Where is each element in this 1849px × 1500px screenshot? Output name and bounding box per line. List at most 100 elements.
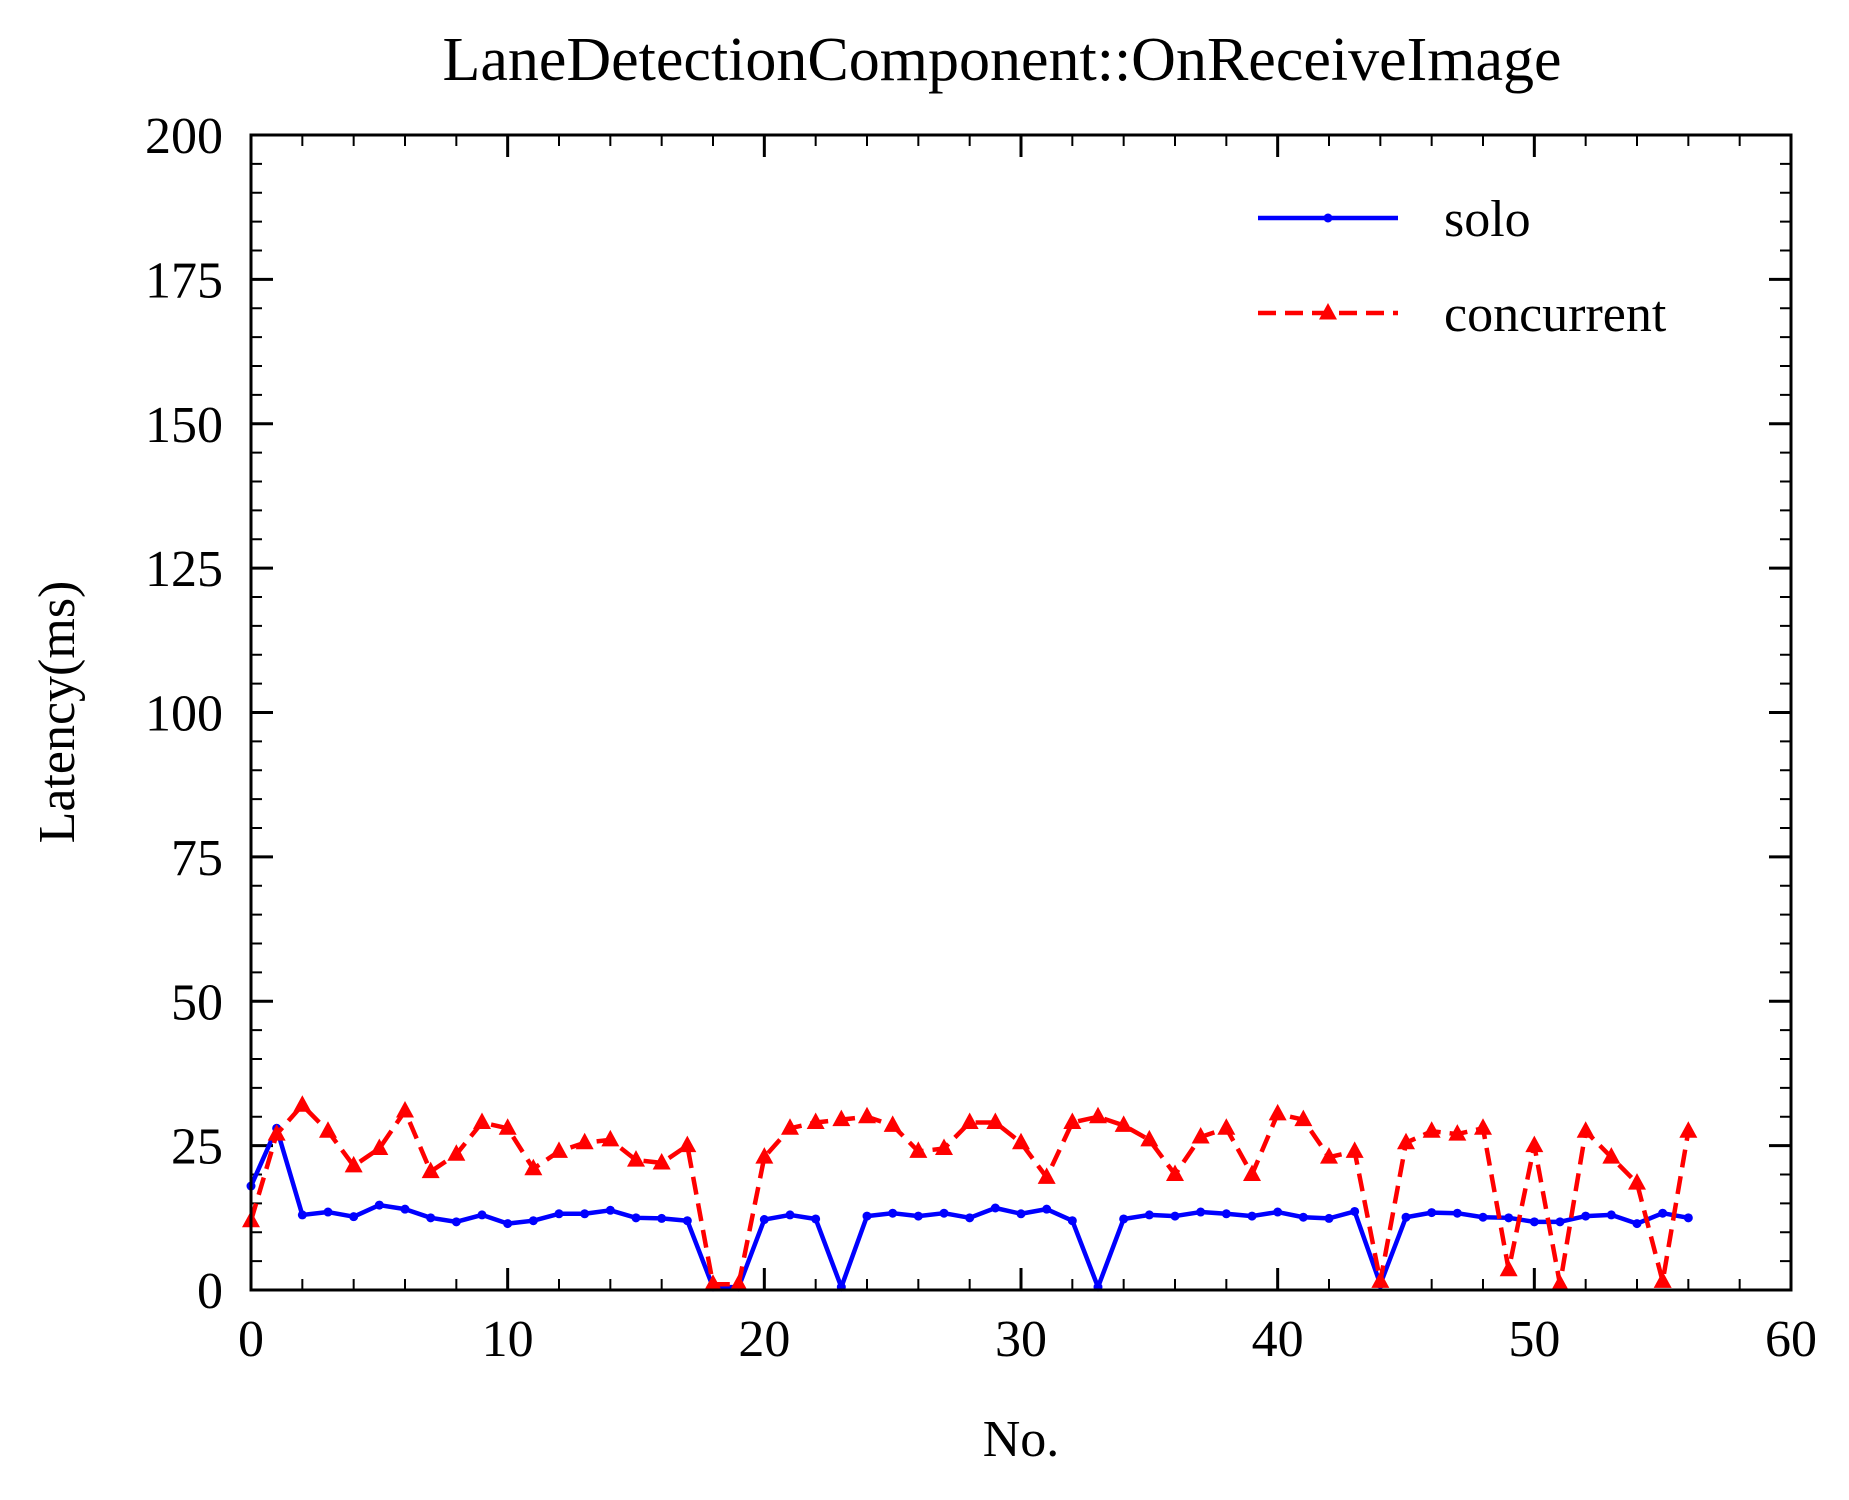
data-point-solo xyxy=(682,1216,692,1226)
data-point-solo xyxy=(1324,1213,1334,1223)
data-point-concurrent xyxy=(1576,1121,1595,1138)
data-point-solo xyxy=(400,1204,410,1214)
data-point-concurrent xyxy=(421,1161,440,1179)
series-line-concurrent xyxy=(248,1102,1691,1287)
chart-title: LaneDetectionComponent::OnReceiveImage xyxy=(442,26,1561,94)
x-tick-label: 0 xyxy=(238,1311,264,1368)
data-point-concurrent xyxy=(909,1141,928,1158)
data-point-concurrent xyxy=(1012,1132,1030,1150)
data-point-concurrent xyxy=(1063,1112,1082,1130)
data-point-solo xyxy=(759,1215,769,1225)
series-concurrent xyxy=(242,1095,1698,1291)
data-point-solo xyxy=(323,1207,333,1217)
data-point-solo xyxy=(1658,1208,1668,1218)
data-point-concurrent xyxy=(344,1155,363,1173)
data-point-solo xyxy=(297,1210,307,1220)
data-point-solo xyxy=(657,1213,667,1223)
legend-marker-concurrent xyxy=(1319,303,1337,320)
data-point-concurrent xyxy=(267,1124,286,1141)
data-point-concurrent xyxy=(652,1152,671,1170)
y-tick-label: 175 xyxy=(145,252,223,309)
data-point-solo xyxy=(965,1213,975,1223)
data-point-solo xyxy=(1170,1211,1180,1221)
legend-marker-solo xyxy=(1323,213,1333,223)
data-point-concurrent xyxy=(1422,1121,1441,1138)
data-point-solo xyxy=(426,1213,436,1223)
data-point-concurrent xyxy=(1166,1164,1184,1181)
plot-frame xyxy=(249,133,1793,1292)
legend-label-solo: solo xyxy=(1444,191,1531,248)
x-tick-label: 20 xyxy=(738,1311,790,1368)
data-point-solo xyxy=(811,1214,821,1224)
data-point-concurrent xyxy=(729,1274,748,1291)
series-lines xyxy=(242,1095,1698,1292)
data-point-solo xyxy=(862,1211,872,1221)
data-point-concurrent xyxy=(473,1112,491,1130)
data-point-solo xyxy=(939,1208,949,1218)
data-point-concurrent xyxy=(550,1141,568,1158)
x-tick-label: 30 xyxy=(995,1311,1047,1368)
data-point-concurrent xyxy=(678,1135,697,1153)
data-point-solo xyxy=(913,1211,923,1221)
data-point-concurrent xyxy=(524,1158,543,1176)
data-point-concurrent xyxy=(1140,1129,1159,1147)
data-point-solo xyxy=(1119,1214,1129,1224)
data-point-concurrent xyxy=(1448,1124,1467,1141)
series-line-solo xyxy=(248,1126,1689,1290)
x-tick-label: 10 xyxy=(482,1311,534,1368)
data-point-solo xyxy=(1298,1212,1308,1222)
y-tick-label: 75 xyxy=(171,830,223,887)
data-point-concurrent xyxy=(1191,1126,1210,1144)
data-point-concurrent xyxy=(1525,1135,1544,1153)
data-point-solo xyxy=(1221,1209,1231,1219)
y-tick-label: 125 xyxy=(145,541,223,598)
data-point-concurrent xyxy=(1217,1118,1236,1135)
data-point-concurrent xyxy=(1551,1274,1569,1291)
data-point-concurrent xyxy=(832,1109,851,1127)
data-point-solo xyxy=(1581,1211,1591,1221)
data-point-solo xyxy=(605,1205,615,1215)
data-point-solo xyxy=(1606,1210,1616,1220)
data-point-concurrent xyxy=(1628,1173,1646,1190)
data-point-solo xyxy=(1042,1204,1052,1214)
data-point-concurrent xyxy=(1268,1103,1287,1121)
data-point-solo xyxy=(503,1219,513,1229)
data-point-solo xyxy=(374,1200,384,1210)
data-point-solo xyxy=(580,1209,590,1219)
y-tick-label: 200 xyxy=(145,108,223,165)
data-point-concurrent xyxy=(627,1150,645,1167)
data-point-solo xyxy=(1478,1212,1488,1222)
data-point-solo xyxy=(528,1216,538,1226)
data-point-solo xyxy=(1247,1211,1257,1221)
legend: solo concurrent xyxy=(1258,191,1667,343)
data-point-concurrent xyxy=(1320,1147,1338,1164)
data-point-concurrent xyxy=(960,1112,979,1130)
data-point-concurrent xyxy=(781,1118,799,1135)
data-point-concurrent xyxy=(883,1115,902,1132)
data-point-concurrent xyxy=(1243,1164,1261,1181)
data-point-concurrent xyxy=(1474,1118,1492,1135)
data-point-concurrent xyxy=(986,1112,1005,1130)
data-point-solo xyxy=(1273,1207,1283,1217)
data-point-solo xyxy=(1555,1217,1565,1227)
data-point-solo xyxy=(1350,1206,1360,1216)
data-point-solo xyxy=(1529,1217,1539,1227)
data-point-concurrent xyxy=(293,1095,312,1112)
y-tick-label: 50 xyxy=(171,974,223,1031)
data-point-solo xyxy=(451,1217,461,1227)
data-point-solo xyxy=(1016,1209,1026,1219)
y-tick-label: 100 xyxy=(145,686,223,743)
data-point-solo xyxy=(554,1209,564,1219)
data-point-concurrent xyxy=(858,1106,876,1124)
data-point-solo xyxy=(785,1210,795,1220)
data-point-concurrent xyxy=(575,1132,594,1150)
data-point-concurrent xyxy=(601,1129,620,1147)
data-point-concurrent xyxy=(1089,1106,1107,1124)
data-point-solo xyxy=(1196,1207,1206,1217)
data-point-solo xyxy=(1401,1212,1411,1222)
data-point-concurrent xyxy=(1679,1121,1698,1138)
data-point-concurrent xyxy=(806,1112,825,1130)
data-point-concurrent xyxy=(1037,1167,1056,1184)
data-point-concurrent xyxy=(1114,1115,1133,1132)
data-point-concurrent xyxy=(1294,1109,1313,1127)
